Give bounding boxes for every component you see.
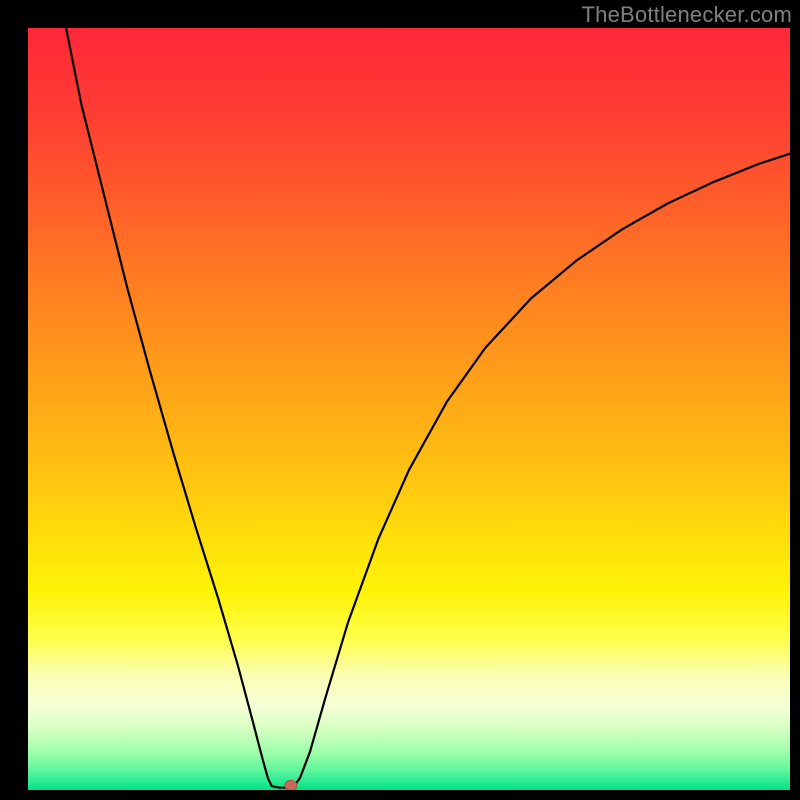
chart-frame: TheBottlenecker.com (0, 0, 800, 800)
optimal-point-marker (285, 780, 297, 790)
watermark-text: TheBottlenecker.com (582, 2, 792, 28)
bottleneck-chart (28, 28, 790, 790)
chart-background (28, 28, 790, 790)
